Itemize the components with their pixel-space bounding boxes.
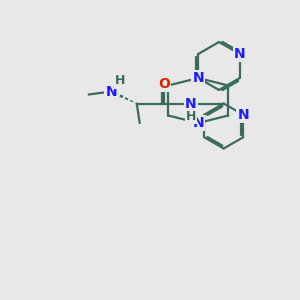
Text: O: O bbox=[158, 77, 170, 91]
Text: N: N bbox=[185, 97, 197, 110]
Text: N: N bbox=[234, 47, 246, 61]
Text: H: H bbox=[115, 74, 125, 88]
Text: N: N bbox=[237, 108, 249, 122]
Text: N: N bbox=[192, 116, 204, 130]
Text: N: N bbox=[192, 71, 204, 85]
Text: N: N bbox=[105, 85, 117, 98]
Text: H: H bbox=[185, 110, 196, 123]
